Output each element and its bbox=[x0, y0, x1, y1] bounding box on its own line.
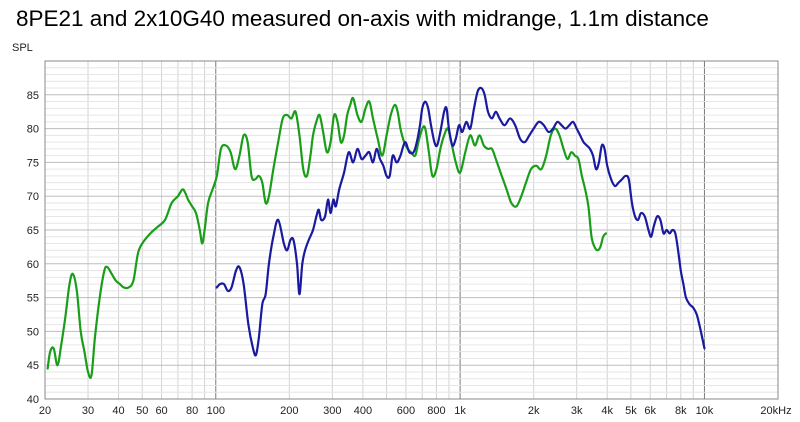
x-tick-label: 200 bbox=[280, 405, 298, 417]
x-tick-label: 60 bbox=[155, 405, 167, 417]
x-tick-label: 100 bbox=[207, 405, 225, 417]
x-tick-label: 4k bbox=[601, 405, 613, 417]
x-tick-label: 1k bbox=[454, 405, 466, 417]
plot-frame bbox=[44, 60, 779, 400]
x-tick-label: 400 bbox=[354, 405, 372, 417]
y-tick-label: 55 bbox=[27, 293, 39, 305]
y-axis-label: SPL bbox=[12, 42, 33, 54]
y-tick-label: 65 bbox=[27, 225, 39, 237]
grid bbox=[44, 60, 779, 400]
series-line-green bbox=[46, 96, 607, 379]
x-tick-label: 10k bbox=[696, 405, 714, 417]
series-layer bbox=[46, 86, 706, 379]
x-tick-label: 3k bbox=[571, 405, 583, 417]
x-tick-label: 600 bbox=[397, 405, 415, 417]
y-tick-label: 70 bbox=[27, 191, 39, 203]
x-tick-label: 20kHz bbox=[760, 405, 791, 417]
axes: 40 45 50 55 60 65 70 75 80 85 20 30 40 50 60 80 100 200 30… bbox=[27, 60, 792, 417]
y-tick-label: 50 bbox=[27, 326, 39, 338]
chart-title: 8PE21 and 2x10G40 measured on-axis with … bbox=[16, 6, 709, 31]
x-tick-label: 2k bbox=[528, 405, 540, 417]
x-tick-label: 300 bbox=[323, 405, 341, 417]
x-tick-label: 80 bbox=[186, 405, 198, 417]
x-tick-label: 20 bbox=[39, 405, 51, 417]
y-tick-label: 75 bbox=[27, 157, 39, 169]
x-tick-label: 6k bbox=[644, 405, 656, 417]
x-tick-label: 50 bbox=[136, 405, 148, 417]
series-line-blue bbox=[215, 86, 706, 357]
x-tick-label: 30 bbox=[82, 405, 94, 417]
y-tick-label: 60 bbox=[27, 259, 39, 271]
y-tick-label: 40 bbox=[27, 394, 39, 406]
x-tick-label: 8k bbox=[675, 405, 687, 417]
x-tick-label: 5k bbox=[625, 405, 637, 417]
y-tick-label: 45 bbox=[27, 360, 39, 372]
y-tick-label: 80 bbox=[27, 124, 39, 136]
x-tick-label: 800 bbox=[427, 405, 445, 417]
y-tick-label: 85 bbox=[27, 90, 39, 102]
x-tick-label: 40 bbox=[112, 405, 124, 417]
